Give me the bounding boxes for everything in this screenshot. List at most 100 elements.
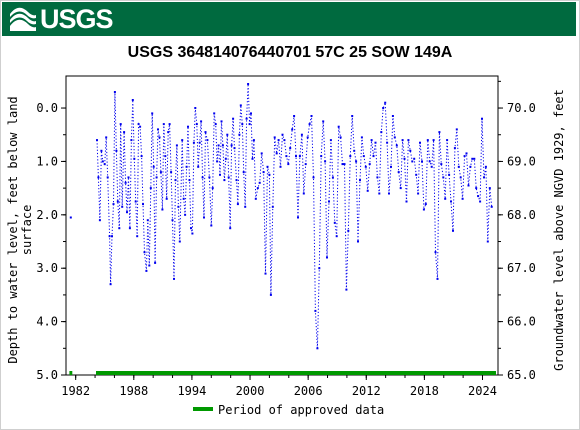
approved-period-bars [69, 371, 496, 375]
y-left-tick-label: 3.0 [36, 261, 58, 275]
data-point [185, 165, 188, 168]
data-point [256, 187, 259, 190]
data-point [229, 227, 232, 230]
data-point [115, 149, 118, 152]
data-point [298, 155, 301, 158]
data-point [140, 155, 143, 158]
y-right-tick-label: 69.0 [507, 154, 536, 168]
data-point [181, 139, 184, 142]
data-point [175, 144, 178, 147]
data-point [281, 133, 284, 136]
data-point [187, 125, 189, 128]
data-point [188, 179, 191, 182]
data-point [235, 179, 238, 182]
data-point [241, 123, 244, 126]
data-point [277, 139, 280, 142]
usgs-logo-text: USGS [40, 4, 114, 34]
data-point [360, 136, 363, 139]
data-point [108, 235, 111, 238]
data-point [206, 139, 209, 142]
data-point [302, 192, 305, 195]
data-point [109, 283, 112, 286]
data-point [421, 160, 423, 163]
data-point [227, 176, 230, 179]
data-point [247, 83, 250, 85]
data-point [347, 229, 350, 232]
data-point [401, 139, 404, 142]
data-point [426, 139, 429, 142]
usgs-logo[interactable]: USGS [8, 4, 114, 34]
usgs-header-banner: USGS [2, 2, 576, 36]
data-point [221, 144, 224, 147]
y-right-tick-label: 68.0 [507, 208, 536, 222]
data-point [291, 128, 294, 131]
data-point [269, 293, 272, 296]
data-point [164, 155, 167, 158]
data-point [182, 197, 185, 200]
data-point [337, 125, 340, 128]
data-point [343, 163, 346, 166]
data-point [113, 91, 116, 93]
data-point [146, 219, 149, 222]
data-point [201, 176, 204, 179]
data-point [178, 240, 181, 243]
data-point [200, 120, 203, 123]
data-point [214, 123, 217, 126]
data-point [245, 117, 248, 120]
data-point [252, 139, 255, 142]
data-point [170, 171, 173, 174]
data-point [136, 235, 139, 238]
data-point [436, 277, 439, 280]
data-point [158, 136, 161, 139]
data-point [486, 240, 489, 243]
x-tick-label: 2024 [468, 384, 497, 398]
data-point [409, 149, 412, 152]
data-point [335, 235, 338, 238]
data-point [217, 144, 220, 147]
y-left-tick-label: 1.0 [36, 154, 58, 168]
data-point [467, 184, 470, 187]
data-point [376, 176, 379, 179]
data-point [216, 160, 219, 163]
data-point [194, 107, 197, 109]
data-point [208, 176, 211, 179]
data-point [233, 147, 236, 150]
data-point [386, 141, 389, 144]
data-point [308, 123, 311, 126]
data-point [121, 205, 124, 208]
x-tick-label: 2000 [236, 384, 265, 398]
y-right-tick-label: 66.0 [507, 315, 536, 329]
data-point [98, 219, 101, 222]
data-point [444, 197, 447, 200]
x-tick-label: 1982 [61, 384, 90, 398]
data-point [428, 160, 431, 163]
data-point [300, 133, 303, 136]
data-point [355, 160, 358, 163]
data-point [397, 171, 400, 174]
data-point [407, 139, 410, 142]
data-point [157, 128, 159, 131]
data-point [295, 155, 297, 158]
data-point [453, 147, 456, 150]
data-point [236, 203, 239, 206]
data-point [152, 165, 155, 168]
data-point [424, 203, 427, 206]
data-point [105, 136, 108, 139]
data-point [220, 120, 223, 123]
x-tick-label: 2012 [352, 384, 381, 398]
data-point [262, 171, 265, 174]
y-axis-right-title: Groundwater level above NGVD 1929, feet [552, 89, 566, 371]
data-point [370, 139, 373, 142]
data-point [264, 272, 267, 275]
data-point [273, 136, 276, 139]
data-point [415, 173, 418, 176]
data-point [173, 277, 175, 280]
data-point [448, 173, 451, 176]
data-point [479, 200, 482, 203]
data-point [145, 269, 148, 272]
data-point [211, 187, 214, 190]
legend: Period of approved data [193, 403, 384, 417]
data-point [254, 197, 257, 200]
data-point [149, 187, 152, 190]
data-point [130, 139, 133, 142]
